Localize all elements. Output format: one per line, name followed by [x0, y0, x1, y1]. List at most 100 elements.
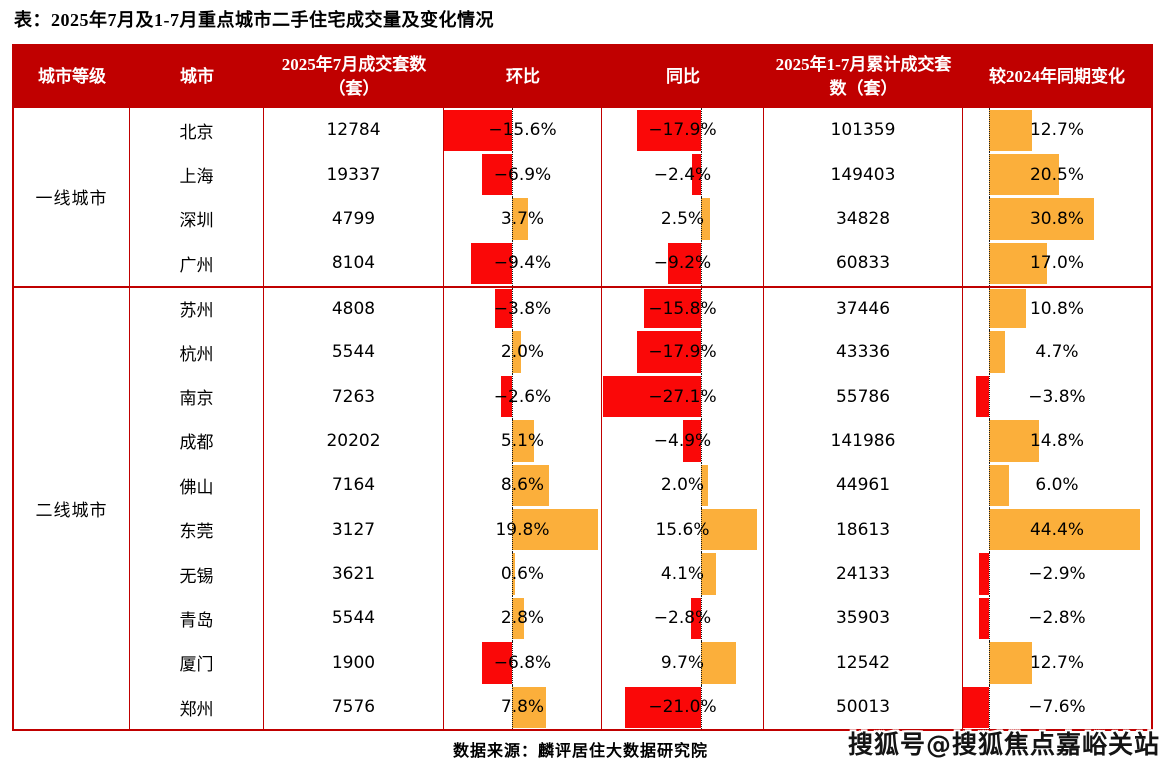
bar-value-label: 15.6% [655, 519, 710, 540]
zero-axis-line [701, 241, 702, 286]
bar-value-label: 17.0% [1029, 253, 1084, 274]
zero-axis-line [701, 640, 702, 686]
bar-value-label: −2.9% [1028, 564, 1086, 585]
zero-axis-line [512, 196, 513, 242]
yoy-bar-cell: −21.0% [602, 685, 764, 730]
bar-value-label: −6.9% [493, 164, 552, 185]
bar-value-label: −6.8% [493, 652, 552, 673]
positive-bar [989, 242, 1047, 285]
bar-value-label: −17.9% [648, 342, 717, 363]
change-bar-cell: 12.7% [963, 640, 1151, 686]
zero-axis-line [989, 241, 990, 286]
negative-bar [690, 597, 701, 640]
cumulative-sales-cell: 149403 [764, 152, 963, 197]
bar-value-label: 6.0% [1035, 475, 1079, 496]
negative-bar [979, 553, 989, 595]
bar-value-label: 0.6% [500, 564, 545, 585]
bar-value-label: 14.8% [1029, 430, 1084, 451]
positive-bar [512, 553, 515, 595]
zero-axis-line [701, 463, 702, 508]
zero-axis-line [512, 551, 513, 597]
positive-bar [989, 109, 1033, 151]
positive-bar [701, 198, 710, 240]
page-title: 表：2025年7月及1-7月重点城市二手住宅成交量及变化情况 [14, 10, 494, 30]
change-bar-cell: 20.5% [963, 152, 1151, 197]
negative-bar [481, 153, 512, 196]
bar-value-label: −15.6% [488, 120, 557, 141]
change-bar-cell: 4.7% [963, 329, 1151, 375]
negative-bar [444, 109, 512, 151]
mom-bar-cell: −15.6% [444, 108, 602, 153]
table-body: 一线城市 北京 12784 −15.6% −17.9% 12.7% 101359 上海 1933… [14, 108, 1151, 730]
zero-axis-line [989, 551, 990, 597]
cumulative-sales-cell: 101359 [764, 108, 963, 153]
zero-axis-line [989, 640, 990, 686]
positive-bar [512, 331, 521, 373]
positive-bar [989, 464, 1010, 507]
data-table: 城市等级 城市 2025年7月成交套数（套） 环比 同比 2025年1-7月累计… [12, 44, 1153, 732]
cumulative-sales-cell: 24133 [764, 551, 963, 597]
cumulative-sales-cell: 141986 [764, 418, 963, 464]
change-bar-cell: 30.8% [963, 196, 1151, 242]
negative-bar [495, 289, 512, 329]
zero-axis-line [512, 596, 513, 641]
jul-sales-cell: 4808 [264, 285, 444, 330]
zero-axis-line [512, 241, 513, 286]
bar-value-label: 5.1% [500, 430, 545, 451]
positive-bar [512, 509, 599, 551]
cumulative-sales-cell: 34828 [764, 196, 963, 242]
positive-bar [512, 597, 525, 640]
zero-axis-line [512, 463, 513, 508]
cumulative-sales-cell: 55786 [764, 374, 963, 419]
zero-axis-line [989, 374, 990, 419]
data-source-note: 数据来源：麟评居住大数据研究院 [452, 743, 708, 760]
tier-cell: 一线城市 [14, 108, 130, 286]
positive-bar [512, 198, 529, 240]
header-city: 城市 [180, 67, 214, 86]
positive-bar [512, 420, 535, 462]
jul-sales-cell: 8104 [264, 241, 444, 286]
bar-value-label: 12.7% [1029, 652, 1084, 673]
change-bar-cell: 14.8% [963, 418, 1151, 464]
zero-axis-line [512, 418, 513, 464]
negative-bar [636, 109, 701, 151]
mom-bar-cell: −6.8% [444, 640, 602, 686]
zero-axis-line [512, 329, 513, 375]
cumulative-sales-cell: 37446 [764, 285, 963, 330]
zero-axis-line [701, 108, 702, 153]
negative-bar [979, 597, 989, 640]
yoy-bar-cell: −9.2% [602, 241, 764, 286]
city-cell: 深圳 [130, 196, 264, 242]
bar-value-label: 3.7% [500, 208, 545, 229]
zero-axis-line [701, 152, 702, 197]
mom-bar-cell: 2.0% [444, 329, 602, 375]
negative-bar [482, 642, 512, 684]
zero-axis-line [989, 287, 990, 330]
jul-sales-cell: 7164 [264, 463, 444, 508]
negative-bar [500, 375, 512, 418]
zero-axis-line [989, 196, 990, 242]
mom-bar-cell: −6.9% [444, 152, 602, 197]
zero-axis-line [512, 108, 513, 153]
yoy-bar-cell: −4.9% [602, 418, 764, 464]
negative-bar [625, 686, 701, 728]
header-jul-sales: 2025年7月成交套数（套） [281, 55, 427, 98]
bar-value-label: −4.9% [653, 430, 712, 451]
zero-axis-line [989, 418, 990, 464]
jul-sales-cell: 4799 [264, 196, 444, 242]
bar-value-label: 2.0% [500, 342, 545, 363]
bar-value-label: −3.8% [493, 298, 552, 319]
negative-bar [667, 242, 701, 285]
positive-bar [701, 509, 758, 551]
zero-axis-line [989, 685, 990, 730]
yoy-bar-cell: 9.7% [602, 640, 764, 686]
bar-value-label: −17.9% [648, 120, 717, 141]
positive-bar [701, 642, 736, 684]
bar-value-label: 10.8% [1029, 298, 1084, 319]
mom-bar-cell: 8.6% [444, 463, 602, 508]
cumulative-sales-cell: 60833 [764, 241, 963, 286]
cumulative-sales-cell: 35903 [764, 596, 963, 641]
zero-axis-line [701, 287, 702, 330]
negative-bar [683, 420, 701, 462]
city-cell: 上海 [130, 152, 264, 197]
